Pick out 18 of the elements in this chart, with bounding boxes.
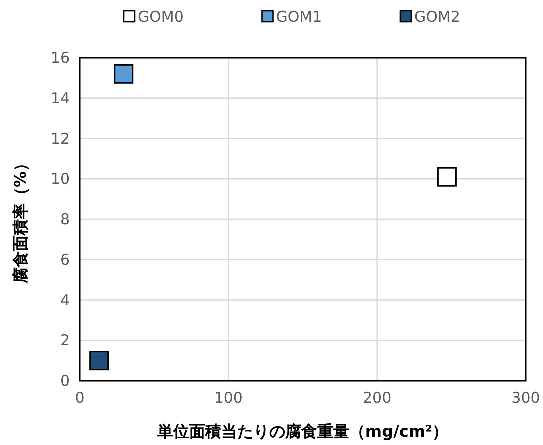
x-axis-title: 単位面積当たりの腐食重量（mg/cm²） <box>156 422 449 441</box>
x-tick-label: 100 <box>214 389 243 407</box>
y-tick-label: 14 <box>50 89 70 108</box>
y-tick-label: 16 <box>50 49 70 67</box>
y-tick-label: 8 <box>60 210 70 228</box>
x-tick-label: 300 <box>512 389 540 407</box>
legend-label: GOM2 <box>414 8 460 26</box>
y-tick-label: 10 <box>50 170 70 188</box>
x-tick-label: 200 <box>363 389 392 407</box>
y-tick-label: 6 <box>60 250 70 269</box>
x-tick-label: 0 <box>75 389 85 407</box>
y-axis-title: 腐食面積率（%） <box>11 155 30 285</box>
legend-label: GOM0 <box>138 8 184 26</box>
y-tick-label: 12 <box>50 130 70 148</box>
y-tick-label: 2 <box>60 332 70 350</box>
legend-label: GOM1 <box>276 8 322 26</box>
y-tick-label: 4 <box>60 291 70 310</box>
y-tick-label: 0 <box>60 372 70 390</box>
